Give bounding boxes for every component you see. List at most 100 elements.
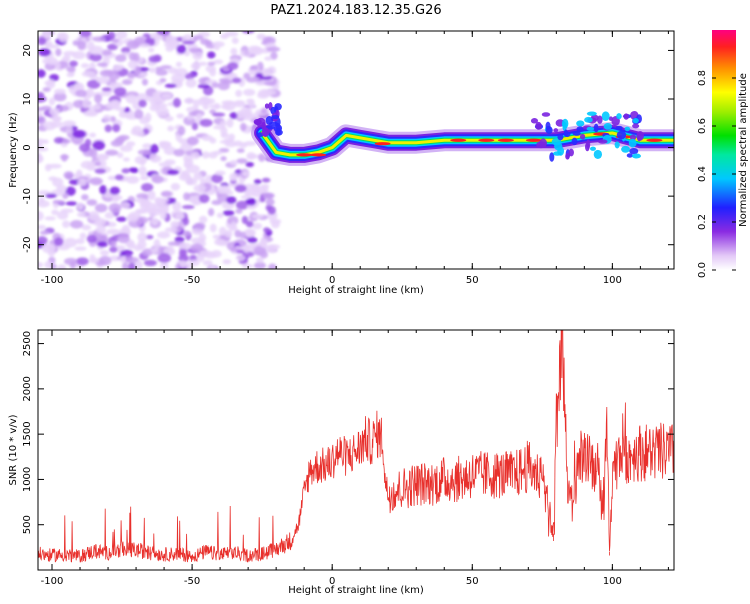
- noise-blob: [188, 259, 200, 267]
- noise-blob: [86, 87, 94, 98]
- noise-blob: [216, 212, 224, 219]
- noise-blob: [80, 63, 90, 69]
- noise-blob: [48, 97, 56, 106]
- noise-blob: [209, 68, 217, 77]
- noise-blob: [234, 184, 247, 193]
- signal-burst: [615, 125, 623, 131]
- noise-blob: [199, 250, 213, 257]
- noise-blob: [208, 151, 218, 159]
- noise-blob: [38, 138, 46, 144]
- figure-title: PAZ1.2024.183.12.35.G26: [270, 3, 441, 18]
- noise-blob: [89, 254, 96, 264]
- signal-burst: [571, 137, 578, 146]
- snr-frame: [37, 329, 675, 571]
- noise-blob: [61, 138, 71, 144]
- noise-blob: [109, 82, 124, 88]
- noise-blob: [174, 236, 185, 243]
- noise-blob: [193, 222, 206, 230]
- snr-x-tick-label: 100: [603, 576, 622, 587]
- noise-blob: [222, 210, 235, 217]
- noise-blob: [252, 222, 263, 230]
- signal-burst: [626, 153, 634, 158]
- noise-blob: [209, 109, 216, 115]
- snr-x-tick-label: -50: [184, 576, 200, 587]
- signal-burst: [636, 134, 642, 142]
- noise-blob: [89, 132, 97, 138]
- noise-blob: [75, 89, 88, 98]
- noise-blob: [235, 254, 246, 261]
- noise-blob: [264, 56, 273, 61]
- noise-blob: [125, 94, 137, 104]
- noise-blob: [142, 143, 153, 149]
- noise-blob: [121, 168, 131, 174]
- noise-blob: [92, 104, 101, 111]
- noise-blob: [54, 88, 66, 95]
- noise-blob: [230, 47, 238, 56]
- noise-blob: [240, 122, 247, 132]
- signal-burst: [632, 117, 639, 124]
- colorbar-label: Normalized spectral amplitude: [738, 73, 749, 227]
- noise-blob: [154, 197, 163, 204]
- noise-blob: [241, 170, 250, 177]
- signal-burst: [563, 131, 571, 138]
- noise-blob: [57, 264, 67, 269]
- snr-x-tick-label: 0: [329, 576, 335, 587]
- noise-blob: [126, 175, 140, 184]
- noise-blob: [38, 196, 45, 204]
- noise-blob: [134, 155, 148, 165]
- noise-blob: [165, 35, 178, 46]
- noise-blob: [155, 69, 168, 76]
- noise-blob: [53, 92, 67, 102]
- snr-y-tick-label: 1500: [22, 421, 33, 446]
- signal-burst: [624, 126, 631, 132]
- noise-blob: [256, 257, 264, 264]
- noise-blob: [240, 195, 252, 200]
- noise-blob: [246, 197, 257, 206]
- noise-blob: [220, 33, 229, 40]
- noise-blob: [43, 31, 51, 39]
- noise-blob: [110, 38, 120, 43]
- noise-blob: [110, 240, 117, 247]
- noise-blob: [253, 261, 266, 269]
- noise-blob: [83, 110, 98, 117]
- signal-core: [525, 138, 542, 142]
- noise-blob: [127, 262, 136, 269]
- noise-blob: [170, 220, 180, 228]
- noise-blob: [130, 168, 139, 174]
- signal-burst: [553, 128, 559, 133]
- noise-blob: [202, 104, 209, 110]
- noise-blob: [81, 71, 96, 77]
- noise-blob: [251, 214, 264, 219]
- noise-blob: [109, 246, 118, 253]
- snr-panel: -100 -50 0 50 100 500 1000 1500 2000 2500 Height …: [8, 329, 675, 596]
- noise-blob: [121, 224, 131, 235]
- noise-blob: [52, 177, 64, 188]
- noise-blob: [155, 208, 169, 213]
- noise-blob: [230, 221, 237, 230]
- signal-core: [478, 138, 495, 142]
- noise-blob: [51, 209, 59, 216]
- noise-blob: [44, 216, 56, 221]
- signal-core: [497, 138, 514, 142]
- noise-blob: [209, 223, 217, 233]
- noise-blob: [100, 49, 113, 56]
- noise-blob: [141, 78, 149, 86]
- signal-burst: [590, 146, 596, 151]
- noise-blob: [229, 111, 238, 120]
- noise-blob: [148, 55, 161, 63]
- noise-blob: [235, 208, 243, 214]
- noise-blob: [172, 97, 182, 108]
- noise-blob: [164, 83, 177, 88]
- noise-blob: [236, 158, 248, 164]
- noise-blob: [174, 212, 185, 220]
- colorbar: 0.0 0.2 0.4 0.6 0.8 Normalized spectral ampl…: [697, 30, 749, 278]
- noise-blob: [231, 37, 239, 44]
- signal-burst: [628, 138, 637, 148]
- noise-blob: [142, 248, 154, 257]
- signal-core: [646, 138, 663, 142]
- noise-blob: [76, 202, 84, 211]
- noise-blob: [76, 169, 83, 177]
- noise-blob: [56, 211, 69, 220]
- signal-core: [450, 138, 467, 142]
